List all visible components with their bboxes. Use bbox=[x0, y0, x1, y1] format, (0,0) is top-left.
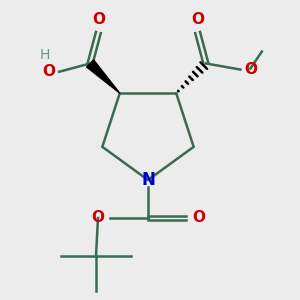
Text: N: N bbox=[141, 171, 155, 189]
Text: O: O bbox=[192, 211, 205, 226]
Text: O: O bbox=[244, 62, 257, 77]
Text: O: O bbox=[42, 64, 55, 79]
Polygon shape bbox=[87, 60, 120, 93]
Text: O: O bbox=[91, 211, 104, 226]
Text: O: O bbox=[92, 12, 105, 27]
Text: O: O bbox=[191, 12, 204, 27]
Text: H: H bbox=[40, 48, 50, 62]
